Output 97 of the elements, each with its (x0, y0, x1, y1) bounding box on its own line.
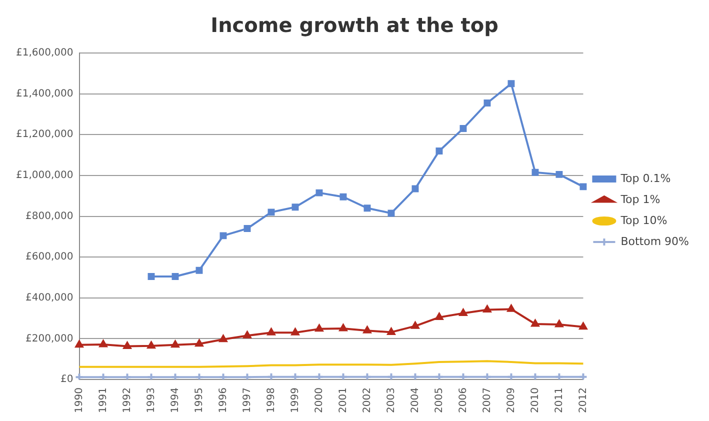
point (388, 210, 395, 217)
point (386, 372, 396, 380)
legend-label: Top 10% (620, 214, 668, 227)
point (532, 168, 539, 176)
y-tick-label: £1,400,000 (16, 88, 74, 100)
point (506, 372, 516, 380)
point (364, 204, 371, 212)
point (242, 372, 252, 380)
point (435, 312, 444, 320)
point (123, 342, 132, 350)
x-tick-label: 1995 (194, 388, 205, 414)
x-tick-label: 2002 (362, 388, 373, 414)
point (171, 340, 180, 348)
y-tick-label: £1,200,000 (16, 129, 74, 140)
point (482, 372, 492, 380)
y-tick-label: £1,000,000 (16, 170, 74, 182)
y-tick-label: £600,000 (26, 252, 74, 263)
x-tick-label: 2001 (338, 388, 349, 414)
point (244, 225, 251, 232)
x-tick-label: 2009 (506, 388, 517, 414)
point (99, 340, 108, 348)
point (339, 324, 348, 332)
x-tick-label: 2004 (410, 388, 421, 414)
point (172, 273, 179, 280)
point (290, 372, 300, 380)
point (148, 273, 155, 280)
point (146, 372, 156, 380)
point (315, 324, 324, 332)
point (195, 339, 204, 347)
point (338, 372, 348, 380)
point (316, 189, 323, 196)
point (411, 322, 420, 329)
y-tick-label: £400,000 (26, 292, 74, 304)
x-tick-label: 1999 (290, 388, 301, 414)
x-tick-label: 1991 (98, 388, 109, 414)
point (580, 183, 587, 190)
x-tick-label: 1997 (242, 388, 253, 414)
x-tick-label: 1990 (74, 388, 85, 414)
point (267, 328, 276, 336)
point (98, 372, 108, 380)
point (556, 170, 563, 178)
point (507, 304, 516, 312)
point (362, 372, 372, 380)
point (387, 328, 396, 335)
point (458, 372, 468, 380)
x-tick-label: 1998 (266, 388, 277, 414)
point (484, 100, 491, 106)
point (194, 372, 204, 380)
x-tick-label: 2012 (578, 388, 589, 414)
point (434, 372, 444, 380)
legend-label: Bottom 90% (620, 234, 690, 248)
point (410, 372, 420, 380)
x-tick-label: 2005 (434, 388, 445, 414)
point (219, 334, 228, 342)
point (531, 320, 540, 327)
point (291, 328, 300, 336)
point (363, 326, 372, 334)
y-tick-label: £1,600,000 (16, 48, 74, 59)
point (530, 372, 540, 380)
point (579, 322, 588, 330)
x-tick-label: 2006 (458, 388, 469, 414)
point (292, 204, 299, 211)
point (170, 372, 180, 380)
point (483, 305, 492, 312)
point (243, 331, 252, 338)
point (555, 320, 564, 328)
point (147, 341, 156, 349)
x-tick-label: 2007 (482, 388, 493, 414)
point (268, 208, 275, 216)
x-tick-label: 1996 (218, 388, 229, 414)
point (266, 372, 276, 380)
point (554, 372, 564, 380)
point (196, 266, 203, 274)
x-tick-label: 2003 (386, 388, 397, 414)
point (436, 147, 443, 154)
legend-label: Top 1% (620, 192, 660, 206)
point (218, 372, 228, 380)
point (412, 185, 419, 192)
legend-label: Top 0.1% (620, 172, 671, 185)
x-tick-label: 2000 (314, 388, 325, 414)
point (508, 80, 515, 88)
point (340, 193, 347, 200)
y-tick-label: £800,000 (26, 210, 74, 222)
point (122, 372, 132, 380)
x-tick-label: 2011 (554, 388, 565, 414)
x-tick-label: 1992 (122, 388, 133, 414)
x-tick-label: 1993 (146, 388, 157, 414)
point (459, 308, 468, 316)
chart-title: Income growth at the top (210, 13, 498, 38)
x-tick-label: 2010 (530, 388, 541, 414)
y-tick-label: £0 (60, 374, 74, 386)
point (314, 372, 324, 380)
point (220, 232, 227, 240)
point (460, 125, 467, 132)
point (75, 340, 84, 348)
y-tick-label: £200,000 (26, 333, 74, 344)
x-tick-label: 1994 (170, 388, 181, 414)
